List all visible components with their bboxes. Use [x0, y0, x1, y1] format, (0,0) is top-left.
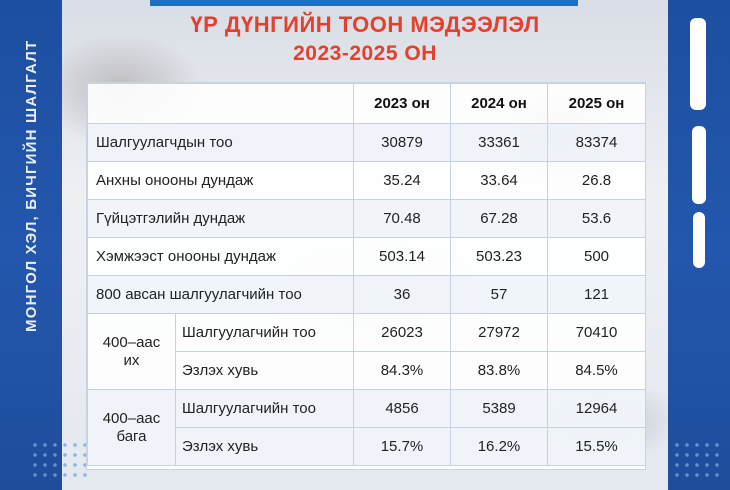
mongolian-script-mark — [692, 126, 706, 204]
page-subtitle: 2023-2025 ОН — [293, 42, 437, 65]
header-cell: 2024 он — [450, 83, 548, 124]
table-row: Анхны онооны дундаж 35.24 33.64 26.8 — [87, 161, 646, 200]
table-cell: 83.8% — [450, 351, 548, 390]
table-row: Гүйцэтгэлийн дундаж 70.48 67.28 53.6 — [87, 199, 646, 238]
row-label: Шалгуулагчдын тоо — [87, 123, 354, 162]
table-cell: 57 — [450, 275, 548, 314]
row-label: Шалгуулагчийн тоо — [175, 389, 354, 428]
row-label: Эзлэх хувь — [175, 427, 354, 466]
table-cell: 15.7% — [353, 427, 451, 466]
group-label-line: бага — [116, 427, 147, 445]
right-banner — [668, 0, 730, 490]
table-cell: 70.48 — [353, 199, 451, 238]
left-banner: МОНГОЛ ХЭЛ, БИЧГИЙН ШАЛГАЛТ — [0, 0, 62, 490]
table-cell: 83374 — [547, 123, 646, 162]
table-cell: 16.2% — [450, 427, 548, 466]
side-title: МОНГОЛ ХЭЛ, БИЧГИЙН ШАЛГАЛТ — [23, 39, 40, 332]
table-row: Эзлэх хувь 15.7% 16.2% 15.5% — [88, 427, 646, 466]
mongolian-script-mark — [690, 18, 706, 110]
dot-pattern — [30, 440, 90, 480]
table-row: 800 авсан шалгуулагчийн тоо 36 57 121 — [87, 275, 646, 314]
table-row: Шалгуулагчдын тоо 30879 33361 83374 — [87, 123, 646, 162]
stats-table: 2023 он 2024 он 2025 он Шалгуулагчдын то… — [87, 83, 646, 466]
table-cell: 503.14 — [353, 237, 451, 276]
table-row: 400–аас их Шалгуулагчийн тоо 26023 27972… — [87, 313, 646, 390]
header-cell: 2023 он — [353, 83, 451, 124]
table-cell: 27972 — [450, 313, 548, 352]
table-row: Хэмжээст онооны дундаж 503.14 503.23 500 — [87, 237, 646, 276]
table-cell: 121 — [547, 275, 646, 314]
table-cell: 30879 — [353, 123, 451, 162]
table-cell: 33361 — [450, 123, 548, 162]
table-cell: 67.28 — [450, 199, 548, 238]
table-cell: 26023 — [353, 313, 451, 352]
group-label-line: 400–аас — [102, 333, 161, 351]
row-label: Хэмжээст онооны дундаж — [87, 237, 354, 276]
table-cell: 84.3% — [353, 351, 451, 390]
table-cell: 26.8 — [547, 161, 646, 200]
row-label: 800 авсан шалгуулагчийн тоо — [87, 275, 354, 314]
header-cell: 2025 он — [547, 83, 646, 124]
table-cell: 500 — [547, 237, 646, 276]
dot-pattern — [672, 440, 722, 480]
table-cell: 36 — [353, 275, 451, 314]
table-cell: 12964 — [547, 389, 646, 428]
table-cell: 53.6 — [547, 199, 646, 238]
group-label: 400–аас их — [87, 313, 176, 390]
mongolian-script-mark — [693, 212, 705, 268]
row-label: Анхны онооны дундаж — [87, 161, 354, 200]
table-row: 400–аас бага Шалгуулагчийн тоо 4856 5389… — [87, 389, 646, 466]
group-label-line: их — [123, 351, 140, 369]
header-cell — [87, 83, 354, 124]
top-accent-bar — [150, 0, 578, 6]
table-cell: 5389 — [450, 389, 548, 428]
table-header-row: 2023 он 2024 он 2025 он — [87, 83, 646, 124]
page-title: ҮР ДҮНГИЙН ТООН МЭДЭЭЛЭЛ — [190, 12, 540, 37]
table-cell: 4856 — [353, 389, 451, 428]
table-cell: 15.5% — [547, 427, 646, 466]
table-cell: 503.23 — [450, 237, 548, 276]
row-label: Эзлэх хувь — [175, 351, 354, 390]
group-label-line: 400–аас — [102, 409, 161, 427]
row-label: Шалгуулагчийн тоо — [175, 313, 354, 352]
table-cell: 84.5% — [547, 351, 646, 390]
table-cell: 35.24 — [353, 161, 451, 200]
table-row: Эзлэх хувь 84.3% 83.8% 84.5% — [88, 351, 646, 390]
table-cell: 33.64 — [450, 161, 548, 200]
table-cell: 70410 — [547, 313, 646, 352]
group-label: 400–аас бага — [87, 389, 176, 466]
stats-table-container: 2023 он 2024 он 2025 он Шалгуулагчдын то… — [86, 82, 646, 470]
row-label: Гүйцэтгэлийн дундаж — [87, 199, 354, 238]
